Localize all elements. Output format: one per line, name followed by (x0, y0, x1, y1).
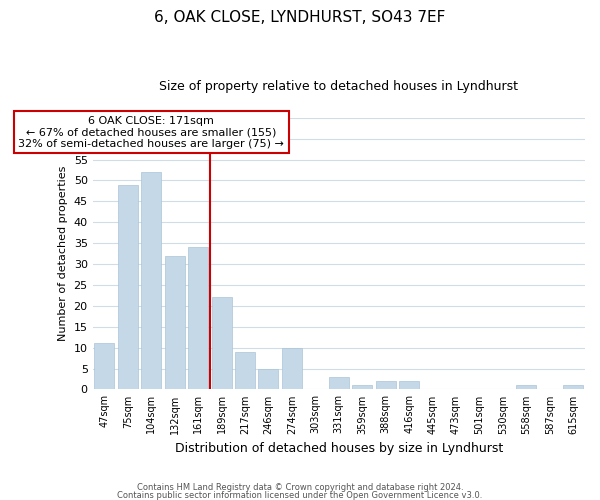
Bar (235, 352, 255, 390)
Bar (352, 386, 372, 390)
Bar (517, 386, 536, 390)
Bar (141, 172, 161, 390)
Bar (259, 368, 278, 390)
Bar (188, 248, 208, 390)
Title: Size of property relative to detached houses in Lyndhurst: Size of property relative to detached ho… (159, 80, 518, 93)
Text: 6 OAK CLOSE: 171sqm
← 67% of detached houses are smaller (155)
32% of semi-detac: 6 OAK CLOSE: 171sqm ← 67% of detached ho… (18, 116, 284, 149)
Text: 6, OAK CLOSE, LYNDHURST, SO43 7EF: 6, OAK CLOSE, LYNDHURST, SO43 7EF (154, 10, 446, 25)
X-axis label: Distribution of detached houses by size in Lyndhurst: Distribution of detached houses by size … (175, 442, 503, 455)
Bar (212, 298, 232, 390)
Bar (399, 381, 419, 390)
Bar (282, 348, 302, 390)
Bar (563, 386, 583, 390)
Bar (118, 184, 138, 390)
Bar (329, 377, 349, 390)
Text: Contains public sector information licensed under the Open Government Licence v3: Contains public sector information licen… (118, 490, 482, 500)
Y-axis label: Number of detached properties: Number of detached properties (58, 166, 68, 342)
Text: Contains HM Land Registry data © Crown copyright and database right 2024.: Contains HM Land Registry data © Crown c… (137, 484, 463, 492)
Bar (164, 256, 185, 390)
Bar (376, 381, 395, 390)
Bar (94, 344, 114, 390)
